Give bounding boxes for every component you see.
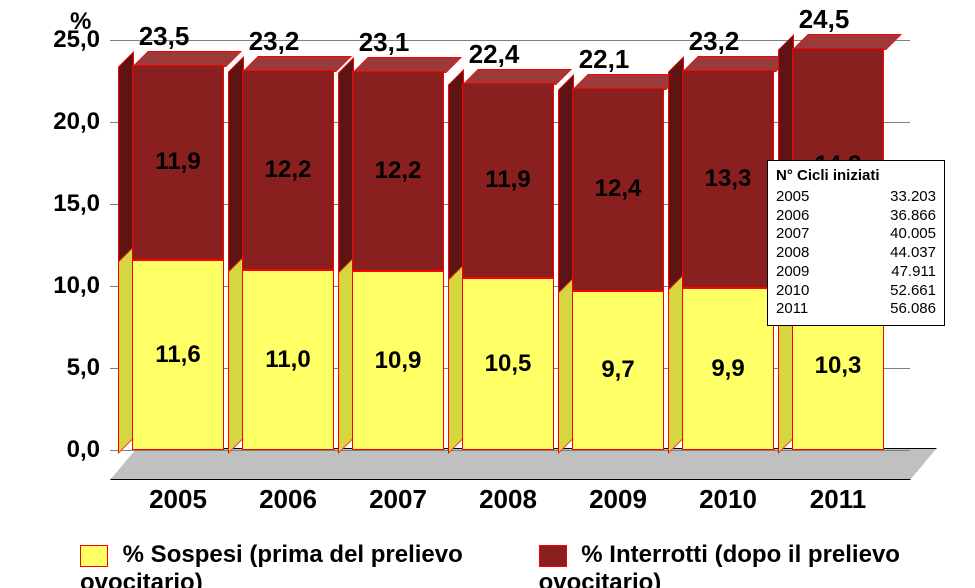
bar-2007: 12,210,923,1 [352, 71, 444, 450]
value-label-sospesi: 10,9 [353, 347, 443, 375]
legend: % Sospesi (prima del prelievo ovocitario… [80, 552, 955, 586]
inset-value: 47.911 [891, 263, 936, 282]
bar-2009: 12,49,722,1 [572, 88, 664, 450]
legend-swatch-interrotti [539, 545, 567, 567]
inset-year: 2005 [776, 188, 809, 207]
legend-swatch-sospesi [80, 545, 108, 567]
inset-year: 2006 [776, 207, 809, 226]
total-label: 23,1 [324, 27, 444, 58]
y-tick-label: 5,0 [40, 354, 100, 382]
legend-item-interrotti: % Interrotti (dopo il prelievo ovocitari… [539, 541, 955, 588]
inset-year: 2009 [776, 263, 809, 282]
y-tick-label: 25,0 [40, 26, 100, 54]
inset-row: 2011 56.086 [776, 300, 936, 319]
segment-interrotti: 11,9 [462, 83, 554, 278]
bar-2010: 13,39,923,2 [682, 70, 774, 450]
segment-interrotti: 12,2 [242, 70, 334, 270]
value-label-interrotti: 11,9 [133, 148, 223, 176]
total-label: 23,2 [214, 26, 334, 57]
value-label-interrotti: 12,4 [573, 175, 663, 203]
value-label-sospesi: 9,7 [573, 356, 663, 384]
inset-year: 2008 [776, 244, 809, 263]
inset-box: N° Cicli iniziati 200533.203200636.86620… [767, 160, 945, 326]
y-tick-label: 15,0 [40, 190, 100, 218]
value-label-sospesi: 11,0 [243, 346, 333, 374]
inset-row: 2009 47.911 [776, 263, 936, 282]
bar-2006: 12,211,023,2 [242, 70, 334, 450]
legend-label-interrotti: % Interrotti (dopo il prelievo ovocitari… [539, 541, 900, 588]
value-label-sospesi: 9,9 [683, 355, 773, 383]
total-label: 22,1 [544, 44, 664, 75]
value-label-sospesi: 10,5 [463, 350, 553, 378]
segment-interrotti: 13,3 [682, 70, 774, 288]
total-label: 24,5 [764, 4, 884, 35]
x-tick-label: 2007 [338, 484, 458, 515]
segment-sospesi: 10,9 [352, 271, 444, 450]
bar-2005: 11,911,623,5 [132, 65, 224, 450]
legend-item-sospesi: % Sospesi (prima del prelievo ovocitario… [80, 541, 515, 588]
inset-value: 44.037 [890, 244, 936, 263]
x-tick-label: 2008 [448, 484, 568, 515]
legend-label-sospesi: % Sospesi (prima del prelievo ovocitario… [80, 541, 463, 588]
x-tick-label: 2011 [778, 484, 898, 515]
inset-row: 2008 44.037 [776, 244, 936, 263]
segment-sospesi: 9,9 [682, 288, 774, 450]
total-label: 22,4 [434, 39, 554, 70]
y-tick-label: 10,0 [40, 272, 100, 300]
x-tick-label: 2010 [668, 484, 788, 515]
inset-title: N° Cicli iniziati [776, 167, 936, 186]
total-label: 23,2 [654, 26, 774, 57]
inset-year: 2010 [776, 282, 809, 301]
value-label-sospesi: 11,6 [133, 341, 223, 369]
segment-sospesi: 9,7 [572, 291, 664, 450]
chart-stage: % 11,911,623,512,211,023,212,210,923,111… [0, 0, 975, 588]
segment-sospesi: 10,5 [462, 278, 554, 450]
chart-floor [110, 448, 937, 480]
inset-value: 56.086 [890, 300, 936, 319]
y-tick-label: 0,0 [40, 436, 100, 464]
inset-row: 2007 40.005 [776, 225, 936, 244]
x-tick-label: 2006 [228, 484, 348, 515]
inset-value: 33.203 [890, 188, 936, 207]
inset-year: 2011 [776, 300, 808, 319]
inset-row: 2010 52.661 [776, 282, 936, 301]
x-tick-label: 2009 [558, 484, 678, 515]
value-label-sospesi: 10,3 [793, 352, 883, 380]
inset-value: 52.661 [890, 282, 936, 301]
value-label-interrotti: 13,3 [683, 165, 773, 193]
x-tick-label: 2005 [118, 484, 238, 515]
inset-value: 40.005 [890, 225, 936, 244]
value-label-interrotti: 12,2 [353, 157, 443, 185]
segment-interrotti: 12,4 [572, 88, 664, 291]
total-label: 23,5 [104, 21, 224, 52]
inset-row: 2006 36.866 [776, 207, 936, 226]
inset-year: 2007 [776, 225, 809, 244]
value-label-interrotti: 11,9 [463, 166, 553, 194]
segment-interrotti: 11,9 [132, 65, 224, 260]
y-tick-label: 20,0 [40, 108, 100, 136]
segment-interrotti: 12,2 [352, 71, 444, 271]
value-label-interrotti: 12,2 [243, 156, 333, 184]
segment-sospesi: 11,0 [242, 270, 334, 450]
inset-value: 36.866 [890, 207, 936, 226]
inset-row: 2005 33.203 [776, 188, 936, 207]
bar-2008: 11,910,522,4 [462, 83, 554, 450]
segment-sospesi: 11,6 [132, 260, 224, 450]
